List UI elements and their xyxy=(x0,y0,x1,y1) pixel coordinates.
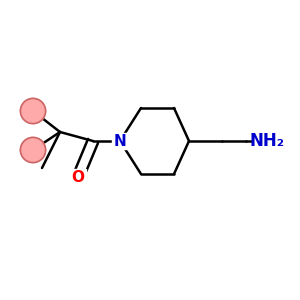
Circle shape xyxy=(20,137,46,163)
FancyBboxPatch shape xyxy=(253,127,281,155)
FancyBboxPatch shape xyxy=(70,169,86,185)
Text: NH₂: NH₂ xyxy=(250,132,284,150)
Circle shape xyxy=(20,98,46,124)
FancyBboxPatch shape xyxy=(112,133,128,149)
Text: N: N xyxy=(114,134,126,148)
Text: O: O xyxy=(71,169,85,184)
